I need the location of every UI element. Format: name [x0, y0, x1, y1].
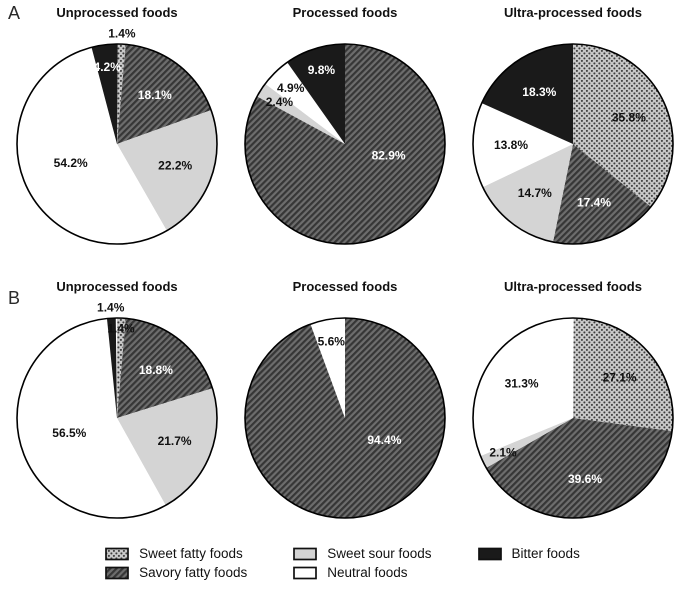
pie-slice-label: 21.7%: [158, 434, 192, 448]
pie-outline: [16, 43, 218, 245]
pie-chart-b-0: 1.4% 18.8% 21.7% 56.5% 1.4%: [16, 300, 218, 519]
legend-swatch-solid-light-gray-icon: [293, 547, 318, 560]
pie-chart-cell: Ultra-processed foods 27.1% 39.6% 2.1% 31.3%: [459, 278, 685, 528]
pie-slice-sweet-fatty: [573, 44, 674, 207]
pie-slice-label: 5.6%: [318, 334, 346, 348]
chart-title: Unprocessed foods: [56, 279, 178, 294]
pie-slice-label: 4.9%: [277, 81, 305, 95]
pie-slice-label: 2.4%: [266, 95, 294, 109]
legend-label: Neutral foods: [327, 565, 408, 580]
pie-chart-cell: Processed foods 94.4% 5.6%: [231, 278, 459, 528]
legend-item-neutral: Neutral foods: [293, 565, 431, 580]
pie-outline: [472, 317, 674, 519]
chart-row-a: Unprocessed foods 1.4% 18.1% 22.2% 54.2% 4.2%…: [0, 4, 685, 254]
legend-label: Sweet fatty foods: [139, 546, 243, 561]
legend-label: Savory fatty foods: [139, 565, 248, 580]
legend: Sweet fatty foods Savory fatty foods Sweet…: [0, 546, 685, 580]
pie-slice-savory-fatty: [117, 318, 213, 418]
pie-outline: [16, 317, 218, 519]
pie-slice-sweet-sour: [257, 83, 345, 144]
pie-slice-bitter: [106, 318, 117, 418]
pie-chart-cell: Unprocessed foods 1.4% 18.1% 22.2% 54.2% 4.2%: [3, 4, 231, 254]
pie-outline: [244, 317, 446, 519]
pie-slice-label: 14.7%: [518, 186, 552, 200]
legend-swatch-solid-white-icon: [293, 566, 318, 579]
pie-slice-label: 18.3%: [522, 85, 556, 99]
pie-slice-label: 35.8%: [612, 110, 646, 124]
pie-slice-label: 31.3%: [505, 377, 539, 391]
pie-slice-label: 39.6%: [568, 472, 602, 486]
legend-swatch-solid-black-icon: [477, 547, 502, 560]
pie-slice-label: 18.1%: [138, 88, 172, 102]
pie-slice-label: 22.2%: [158, 159, 192, 173]
pie-outline: [244, 43, 446, 245]
chart-row-b: Unprocessed foods 1.4% 18.8% 21.7% 56.5% 1.4%…: [0, 278, 685, 528]
pie-slice-neutral: [265, 62, 345, 145]
pie-slice-savory-fatty: [245, 318, 446, 518]
pie-slice-label: 94.4%: [367, 433, 401, 447]
pie-slice-neutral: [310, 318, 345, 418]
chart-title: Processed foods: [292, 5, 398, 20]
legend-column: Sweet fatty foods Savory fatty foods: [105, 546, 247, 580]
pie-slice-label: 1.4%: [108, 26, 136, 40]
pie-slice-neutral: [473, 103, 573, 188]
chart-title: Ultra-processed foods: [504, 279, 642, 294]
pie-chart-a-0: 1.4% 18.1% 22.2% 54.2% 4.2%: [16, 26, 218, 245]
pie-slice-sweet-sour: [480, 418, 573, 468]
pie-slice-label: 1.4%: [107, 321, 135, 335]
legend-item-sweet-fatty: Sweet fatty foods: [105, 546, 247, 561]
pie-slice-savory-fatty: [553, 144, 651, 245]
chart-title: Unprocessed foods: [56, 5, 178, 20]
pie-slice-label: 9.8%: [308, 63, 336, 77]
pie-slice-label: 27.1%: [603, 370, 637, 384]
pie-slice-label: 1.4%: [97, 300, 125, 314]
legend-column: Sweet sour foods Neutral foods: [293, 546, 432, 580]
panel-label-b: B: [8, 288, 21, 308]
legend-item-bitter: Bitter foods: [477, 546, 580, 561]
chart-title: Ultra-processed foods: [504, 5, 642, 20]
pie-slice-label: 13.8%: [494, 138, 528, 152]
pie-slice-bitter: [287, 44, 345, 144]
pie-slice-bitter: [91, 43, 118, 144]
legend-item-savory-fatty: Savory fatty foods: [105, 565, 247, 580]
pie-chart-a-1: 82.9% 2.4%4.9%9.8%: [244, 43, 446, 245]
pie-slice-label: 82.9%: [372, 148, 406, 162]
legend-item-sweet-sour: Sweet sour foods: [293, 546, 432, 561]
pie-slice-label: 54.2%: [54, 156, 88, 170]
pie-slice-label: 18.8%: [139, 363, 173, 377]
chart-title: Processed foods: [292, 279, 398, 294]
pie-slice-label: 4.2%: [94, 60, 122, 74]
pie-slice-label: 17.4%: [577, 196, 611, 210]
pie-slice-bitter: [481, 44, 573, 144]
pie-slice-savory-fatty: [486, 418, 673, 519]
legend-label: Bitter foods: [511, 546, 580, 561]
pie-chart-cell: Ultra-processed foods 35.8% 17.4% 14.7% 13.8…: [459, 4, 685, 254]
pie-slice-sweet-sour: [117, 388, 218, 506]
pie-slice-sweet-fatty: [573, 318, 673, 432]
pie-chart-b-1: 94.4% 5.6%: [244, 317, 446, 519]
legend-column: Bitter foods: [477, 546, 580, 580]
pie-chart-a-2: 35.8% 17.4% 14.7% 13.8% 18.3%: [472, 43, 674, 245]
pie-outline: [472, 43, 674, 245]
pie-chart-cell: Unprocessed foods 1.4% 18.8% 21.7% 56.5% 1.4%: [3, 278, 231, 528]
pie-slice-savory-fatty: [117, 44, 212, 144]
legend-swatch-diagonal-stripes-icon: [105, 566, 130, 579]
legend-label: Sweet sour foods: [327, 546, 432, 561]
pie-slice-neutral: [17, 318, 166, 518]
pie-chart-b-2: 27.1% 39.6% 2.1% 31.3%: [472, 317, 674, 519]
pie-slice-neutral: [17, 47, 167, 244]
pie-slice-savory-fatty: [245, 44, 446, 245]
legend-swatch-dots-icon: [105, 547, 130, 560]
pie-slice-sweet-fatty: [117, 318, 126, 418]
pie-slice-label: 2.1%: [489, 446, 517, 460]
pie-slice-sweet-fatty: [117, 44, 126, 144]
pie-slice-sweet-sour: [117, 110, 218, 231]
pie-slice-label: 56.5%: [52, 426, 86, 440]
pie-chart-cell: Processed foods 82.9% 2.4% 4.9% 9.8%: [231, 4, 459, 254]
panel-label-a: A: [8, 3, 21, 23]
